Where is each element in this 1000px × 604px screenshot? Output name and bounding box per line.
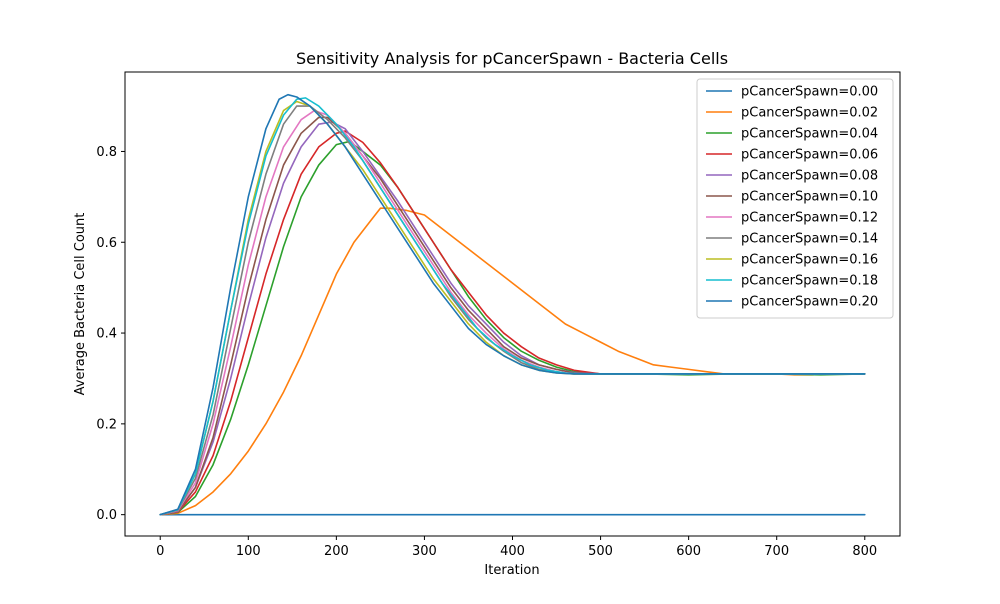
x-tick-label: 300 — [412, 544, 437, 559]
x-tick-label: 800 — [852, 544, 877, 559]
legend-label: pCancerSpawn=0.20 — [741, 295, 878, 310]
chart-title: Sensitivity Analysis for pCancerSpawn - … — [296, 49, 728, 68]
x-axis-label: Iteration — [484, 563, 539, 578]
y-tick-label: 0.0 — [96, 508, 117, 523]
legend-label: pCancerSpawn=0.18 — [741, 274, 878, 289]
legend-label: pCancerSpawn=0.04 — [741, 127, 878, 142]
legend-label: pCancerSpawn=0.06 — [741, 148, 878, 163]
y-tick-label: 0.6 — [96, 236, 117, 251]
x-tick-label: 700 — [764, 544, 789, 559]
legend-label: pCancerSpawn=0.08 — [741, 169, 878, 184]
y-tick-label: 0.4 — [96, 327, 117, 342]
y-axis-ticks: 0.0 0.2 0.4 0.6 0.8 — [96, 145, 125, 523]
x-tick-label: 200 — [324, 544, 349, 559]
legend: pCancerSpawn=0.00 pCancerSpawn=0.02 pCance… — [696, 78, 894, 319]
x-tick-label: 100 — [236, 544, 261, 559]
y-tick-label: 0.8 — [96, 145, 117, 160]
x-tick-label: 500 — [588, 544, 613, 559]
y-tick-label: 0.2 — [96, 417, 117, 432]
x-tick-label: 0 — [156, 544, 164, 559]
legend-label: pCancerSpawn=0.14 — [741, 232, 878, 247]
legend-label: pCancerSpawn=0.16 — [741, 253, 878, 268]
legend-box — [696, 78, 894, 319]
legend-label: pCancerSpawn=0.10 — [741, 190, 878, 205]
legend-label: pCancerSpawn=0.00 — [741, 85, 878, 100]
legend-label: pCancerSpawn=0.12 — [741, 211, 878, 226]
legend-label: pCancerSpawn=0.02 — [741, 106, 878, 121]
x-axis-ticks: 0 100 200 300 400 500 600 700 800 — [156, 536, 877, 559]
x-tick-label: 400 — [500, 544, 525, 559]
y-axis-label: Average Bacteria Cell Count — [73, 213, 88, 396]
x-tick-label: 600 — [676, 544, 701, 559]
series-lines — [159, 93, 866, 516]
series-line-10 — [159, 93, 866, 516]
